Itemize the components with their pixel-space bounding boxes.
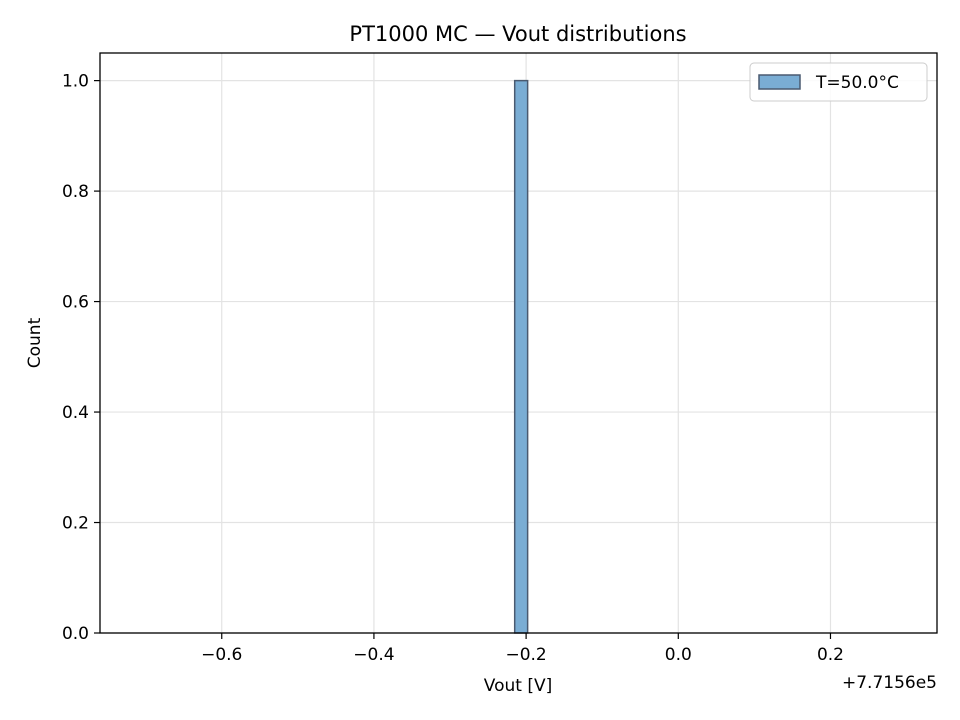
y-tick-label: 0.6: [62, 293, 89, 313]
x-axis-ticks: −0.6 −0.4 −0.2 0.0 0.2: [201, 633, 844, 665]
legend: T=50.0°C: [749, 62, 928, 102]
chart-title: PT1000 MC — Vout distributions: [349, 22, 686, 46]
x-axis-label: Vout [V]: [484, 676, 552, 696]
x-tick-label: −0.6: [201, 645, 242, 665]
legend-swatch: [758, 74, 801, 90]
histogram-bar: [513, 79, 529, 634]
x-tick-label: 0.2: [817, 645, 844, 665]
y-axis-ticks: 0.0 0.2 0.4 0.6 0.8 1.0: [62, 72, 100, 644]
histogram-bars: [513, 79, 529, 634]
legend-label: T=50.0°C: [815, 73, 899, 93]
y-axis-label: Count: [25, 317, 45, 368]
x-tick-label: −0.2: [505, 645, 546, 665]
y-tick-label: 1.0: [62, 72, 89, 92]
legend-box: [749, 62, 928, 102]
plot-frame: [99, 52, 938, 634]
x-tick-label: −0.4: [353, 645, 394, 665]
x-tick-label: 0.0: [665, 645, 692, 665]
y-tick-label: 0.0: [62, 624, 89, 644]
y-tick-label: 0.4: [62, 403, 89, 423]
y-tick-label: 0.2: [62, 514, 89, 534]
x-axis-offset-label: +7.7156e5: [842, 673, 937, 693]
y-tick-label: 0.8: [62, 182, 89, 202]
